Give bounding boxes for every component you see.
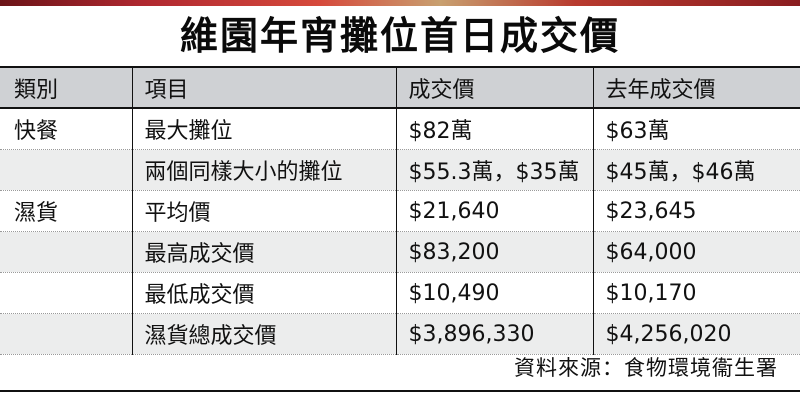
price-cell: $21,640 — [395, 190, 593, 232]
last-year-price-cell: $4,256,020 — [592, 313, 800, 355]
last-year-price-cell: $63萬 — [592, 108, 800, 150]
bottom-divider — [0, 390, 800, 392]
header-category: 類別 — [0, 66, 132, 109]
header-item: 項目 — [131, 66, 396, 109]
item-cell: 最大攤位 — [131, 108, 396, 150]
price-cell: $10,490 — [395, 272, 593, 314]
header-last-year-price: 去年成交價 — [592, 66, 800, 109]
last-year-price-cell: $45萬，$46萬 — [592, 149, 800, 191]
category-cell: 快餐 — [0, 108, 132, 150]
category-cell — [0, 231, 132, 273]
price-cell: $3,896,330 — [395, 313, 593, 355]
table-row: 最低成交價 $10,490 $10,170 — [0, 272, 800, 314]
table-row: 濕貨 平均價 $21,640 $23,645 — [0, 190, 800, 232]
item-cell: 平均價 — [131, 190, 396, 232]
table-row: 最高成交價 $83,200 $64,000 — [0, 231, 800, 273]
category-cell — [0, 149, 132, 191]
decorative-photo-strip — [0, 0, 800, 6]
last-year-price-cell: $23,645 — [592, 190, 800, 232]
item-cell: 濕貨總成交價 — [131, 313, 396, 355]
last-year-price-cell: $10,170 — [592, 272, 800, 314]
price-cell: $83,200 — [395, 231, 593, 273]
price-cell: $55.3萬，$35萬 — [395, 149, 593, 191]
category-cell: 濕貨 — [0, 190, 132, 232]
price-cell: $82萬 — [395, 108, 593, 150]
header-row: 類別 項目 成交價 去年成交價 — [0, 66, 800, 109]
source-note: 資料來源：食物環境衞生署 — [514, 356, 778, 380]
table-row: 兩個同樣大小的攤位 $55.3萬，$35萬 $45萬，$46萬 — [0, 149, 800, 191]
header-price: 成交價 — [395, 66, 593, 109]
table-row: 濕貨總成交價 $3,896,330 $4,256,020 — [0, 313, 800, 355]
category-cell — [0, 272, 132, 314]
table-title: 維園年宵攤位首日成交價 — [179, 14, 620, 58]
last-year-price-cell: $64,000 — [592, 231, 800, 273]
item-cell: 兩個同樣大小的攤位 — [131, 149, 396, 191]
price-table: 類別 項目 成交價 去年成交價 快餐 最大攤位 $82萬 $63萬 兩個同樣大小… — [0, 66, 800, 355]
category-cell — [0, 313, 132, 355]
table-row: 快餐 最大攤位 $82萬 $63萬 — [0, 108, 800, 150]
item-cell: 最低成交價 — [131, 272, 396, 314]
item-cell: 最高成交價 — [131, 231, 396, 273]
